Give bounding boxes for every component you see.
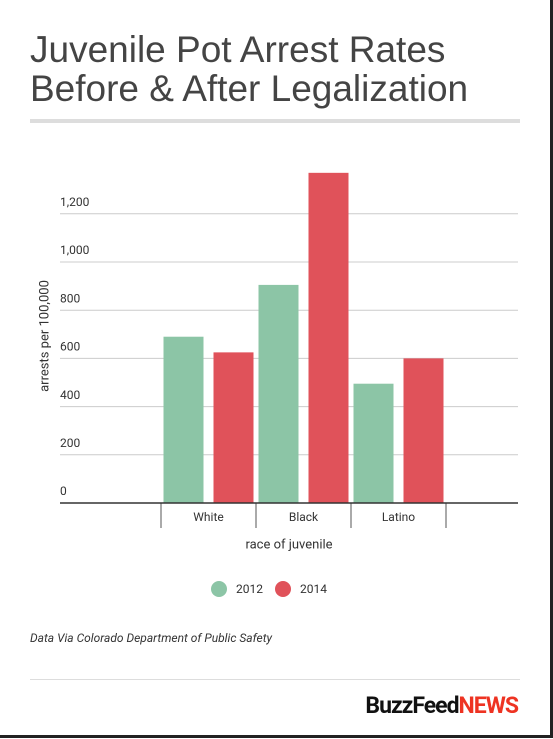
y-tick-label: 800 — [60, 291, 80, 305]
x-tick-label: Latino — [382, 510, 415, 524]
logo-suffix: NEWS — [459, 692, 519, 719]
legend-label: 2012 — [236, 582, 263, 596]
x-tick-label: White — [193, 510, 223, 524]
chart-title: Before & After Legalization — [30, 68, 468, 109]
bar — [308, 172, 349, 503]
source-note: Data Via Colorado Department of Public S… — [30, 631, 273, 645]
bar — [353, 383, 394, 503]
y-tick-label: 0 — [60, 484, 67, 498]
y-tick-label: 600 — [60, 340, 80, 354]
logo: BuzzFeedNEWS — [365, 692, 518, 719]
y-axis-title: arrests per 100,000 — [37, 280, 52, 392]
y-tick-label: 1,000 — [60, 243, 90, 257]
legend-swatch — [211, 581, 227, 597]
title-rule — [30, 119, 520, 123]
legend-swatch — [275, 581, 291, 597]
bar — [403, 358, 444, 503]
y-tick-label: 400 — [60, 388, 80, 402]
footer-rule — [30, 679, 520, 680]
y-tick-label: 200 — [60, 436, 80, 450]
y-tick-label: 1,200 — [60, 195, 90, 209]
bar — [258, 284, 299, 503]
bar — [213, 352, 254, 503]
chart-title: Juvenile Pot Arrest Rates — [30, 29, 445, 70]
bar — [163, 336, 204, 503]
x-axis-title: race of juvenile — [245, 537, 332, 552]
x-tick-label: Black — [289, 510, 319, 524]
legend-label: 2014 — [300, 582, 327, 596]
logo-brand: BuzzFeed — [365, 692, 458, 719]
